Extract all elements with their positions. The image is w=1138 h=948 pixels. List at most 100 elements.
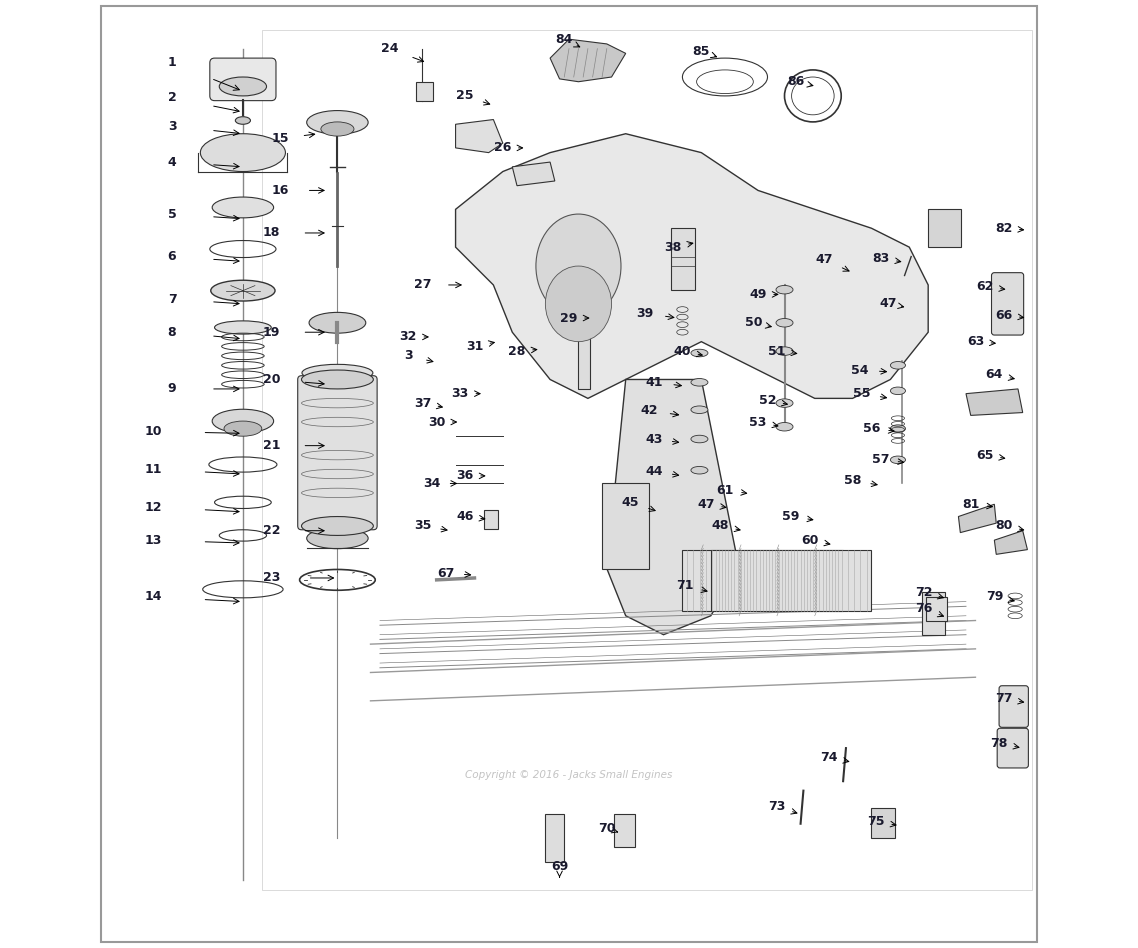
Text: 44: 44 xyxy=(645,465,662,478)
Text: 65: 65 xyxy=(976,448,993,462)
Text: 54: 54 xyxy=(851,363,869,376)
Bar xyxy=(415,82,432,100)
Text: 10: 10 xyxy=(145,425,162,438)
Ellipse shape xyxy=(776,399,793,408)
FancyBboxPatch shape xyxy=(991,273,1024,335)
Text: 20: 20 xyxy=(263,373,280,386)
Text: 51: 51 xyxy=(768,345,785,357)
Ellipse shape xyxy=(302,517,373,536)
Text: 60: 60 xyxy=(801,534,818,547)
Text: 30: 30 xyxy=(428,415,445,428)
Text: 27: 27 xyxy=(414,279,431,291)
Ellipse shape xyxy=(776,423,793,431)
Text: 19: 19 xyxy=(263,326,280,338)
Text: 73: 73 xyxy=(768,800,785,813)
Text: 15: 15 xyxy=(272,132,289,145)
Ellipse shape xyxy=(236,117,250,124)
Text: 62: 62 xyxy=(976,281,993,293)
Bar xyxy=(922,592,946,635)
Text: 1: 1 xyxy=(167,56,176,69)
Text: 29: 29 xyxy=(560,312,578,324)
Bar xyxy=(929,210,962,247)
Text: 80: 80 xyxy=(995,520,1013,533)
Ellipse shape xyxy=(310,313,365,333)
Text: 12: 12 xyxy=(145,501,162,514)
Text: 47: 47 xyxy=(698,498,715,511)
Ellipse shape xyxy=(691,406,708,413)
FancyBboxPatch shape xyxy=(999,685,1029,727)
Text: 74: 74 xyxy=(820,751,838,764)
Text: 42: 42 xyxy=(641,404,658,417)
Text: 49: 49 xyxy=(749,288,767,301)
Text: 21: 21 xyxy=(263,439,280,452)
FancyBboxPatch shape xyxy=(298,375,377,530)
Ellipse shape xyxy=(220,77,266,96)
Text: 58: 58 xyxy=(844,474,861,487)
Text: 18: 18 xyxy=(263,227,280,240)
Text: 33: 33 xyxy=(452,387,469,400)
Text: 71: 71 xyxy=(676,579,694,592)
Ellipse shape xyxy=(211,281,275,301)
Ellipse shape xyxy=(691,378,708,386)
Text: 53: 53 xyxy=(749,415,767,428)
Text: 67: 67 xyxy=(437,567,455,580)
Ellipse shape xyxy=(321,122,354,137)
Text: 4: 4 xyxy=(167,155,176,169)
Text: 6: 6 xyxy=(167,250,176,264)
Ellipse shape xyxy=(224,421,262,436)
Polygon shape xyxy=(455,134,929,398)
Polygon shape xyxy=(455,119,503,153)
Text: 41: 41 xyxy=(645,375,662,389)
Ellipse shape xyxy=(212,410,273,433)
Text: 78: 78 xyxy=(990,737,1008,750)
Text: 43: 43 xyxy=(645,432,662,446)
Text: 31: 31 xyxy=(465,340,484,353)
Polygon shape xyxy=(966,389,1023,415)
Text: 34: 34 xyxy=(423,477,440,490)
Ellipse shape xyxy=(691,435,708,443)
Bar xyxy=(872,808,896,838)
Bar xyxy=(578,313,589,389)
Text: 36: 36 xyxy=(456,469,473,483)
Text: 47: 47 xyxy=(880,298,897,310)
Text: 64: 64 xyxy=(986,368,1003,381)
Text: 70: 70 xyxy=(599,822,616,835)
Bar xyxy=(602,483,650,569)
Text: 32: 32 xyxy=(399,331,417,343)
Text: 76: 76 xyxy=(915,602,932,614)
Ellipse shape xyxy=(212,197,273,218)
Text: 57: 57 xyxy=(872,453,890,466)
Text: 66: 66 xyxy=(995,309,1013,321)
Polygon shape xyxy=(550,39,626,82)
Polygon shape xyxy=(958,504,996,533)
Ellipse shape xyxy=(776,285,793,294)
Text: 8: 8 xyxy=(167,326,176,338)
Ellipse shape xyxy=(536,214,621,318)
Text: 61: 61 xyxy=(716,483,734,497)
Ellipse shape xyxy=(890,456,906,464)
Text: 59: 59 xyxy=(783,510,800,523)
Polygon shape xyxy=(995,531,1028,555)
Text: 38: 38 xyxy=(665,241,682,254)
Ellipse shape xyxy=(890,387,906,394)
Ellipse shape xyxy=(302,370,373,389)
Text: 39: 39 xyxy=(636,307,653,319)
Text: 13: 13 xyxy=(145,534,162,547)
Text: 37: 37 xyxy=(414,396,431,410)
Ellipse shape xyxy=(200,134,286,172)
Text: 52: 52 xyxy=(759,393,776,407)
Text: 14: 14 xyxy=(145,591,162,603)
Polygon shape xyxy=(512,162,555,186)
Text: 5: 5 xyxy=(167,208,176,221)
Bar xyxy=(926,597,947,621)
Ellipse shape xyxy=(691,349,708,356)
Text: 63: 63 xyxy=(967,336,984,348)
Text: 77: 77 xyxy=(995,692,1013,705)
Text: 48: 48 xyxy=(711,520,729,533)
Ellipse shape xyxy=(302,364,373,381)
Text: 85: 85 xyxy=(693,45,710,58)
FancyBboxPatch shape xyxy=(997,728,1029,768)
Text: 9: 9 xyxy=(167,382,176,395)
Text: 79: 79 xyxy=(986,591,1003,603)
Ellipse shape xyxy=(691,466,708,474)
